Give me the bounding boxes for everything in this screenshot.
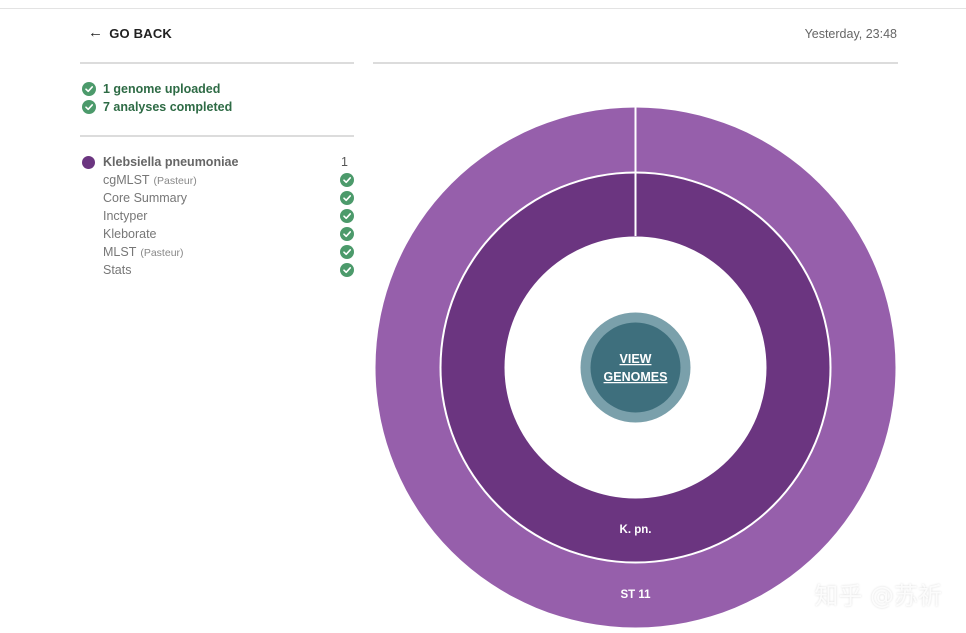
view-genomes-button[interactable]: VIEW GENOMES [580,312,691,423]
analysis-source: (Pasteur) [153,175,197,187]
analysis-name-text: Kleborate [103,227,157,241]
genomes-uploaded-row: 1 genome uploaded [82,80,232,98]
check-circle-icon [82,100,96,114]
species-list: Klebsiella pneumoniae 1 cgMLST (Pasteur) C… [82,153,354,279]
analysis-name-text: Inctyper [103,209,148,223]
check-circle-icon [340,173,354,187]
analysis-row[interactable]: Inctyper [82,207,354,225]
view-genomes-button-core [590,322,681,413]
upload-summary: 1 genome uploaded 7 analyses completed [82,80,232,116]
left-divider-top [80,62,354,64]
analysis-row[interactable]: cgMLST (Pasteur) [82,171,354,189]
analysis-name-text: MLST [103,245,137,259]
inner-ring-label: K. pn. [620,524,652,536]
analysis-row[interactable]: Core Summary [82,189,354,207]
analysis-name: cgMLST (Pasteur) [103,173,340,187]
check-circle-icon [340,263,354,277]
analysis-name: Core Summary [103,191,340,205]
genome-sunburst-chart: K. pn. ST 11 VIEW GENOMES [375,107,896,628]
species-count: 1 [341,155,348,169]
species-row[interactable]: Klebsiella pneumoniae 1 [82,153,354,171]
analysis-name: Stats [103,263,340,277]
watermark: 知乎 @苏祈 [814,582,942,610]
check-circle-icon [82,82,96,96]
view-genomes-label-line1: VIEW [620,352,652,366]
analysis-source: (Pasteur) [140,247,184,259]
go-back-button[interactable]: ← GO BACK [88,24,172,41]
analyses-completed-row: 7 analyses completed [82,98,232,116]
species-color-dot [82,155,95,169]
go-back-label: GO BACK [109,26,172,41]
analysis-name-text: Core Summary [103,191,188,205]
check-circle-icon [340,191,354,205]
timestamp: Yesterday, 23:48 [804,27,897,41]
top-divider [0,8,966,9]
check-circle-icon [340,227,354,241]
arrow-left-icon: ← [88,24,104,41]
view-genomes-label-line2: GENOMES [604,370,668,384]
right-divider-top [373,62,898,64]
analysis-name: MLST (Pasteur) [103,245,340,259]
outer-ring-label: ST 11 [620,589,651,601]
genomes-uploaded-text: 1 genome uploaded [103,82,221,96]
analysis-row[interactable]: MLST (Pasteur) [82,243,354,261]
analysis-name: Inctyper [103,209,340,223]
analysis-list: cgMLST (Pasteur) Core Summary Inctyper Klebo… [82,171,354,279]
species-name: Klebsiella pneumoniae [103,155,239,169]
analysis-name-text: Stats [103,263,132,277]
left-divider-mid [80,135,354,137]
analysis-name-text: cgMLST [103,173,150,187]
analyses-completed-text: 7 analyses completed [103,100,233,114]
analysis-row[interactable]: Kleborate [82,225,354,243]
analysis-name: Kleborate [103,227,340,241]
check-circle-icon [340,209,354,223]
check-circle-icon [340,245,354,259]
analysis-row[interactable]: Stats [82,261,354,279]
